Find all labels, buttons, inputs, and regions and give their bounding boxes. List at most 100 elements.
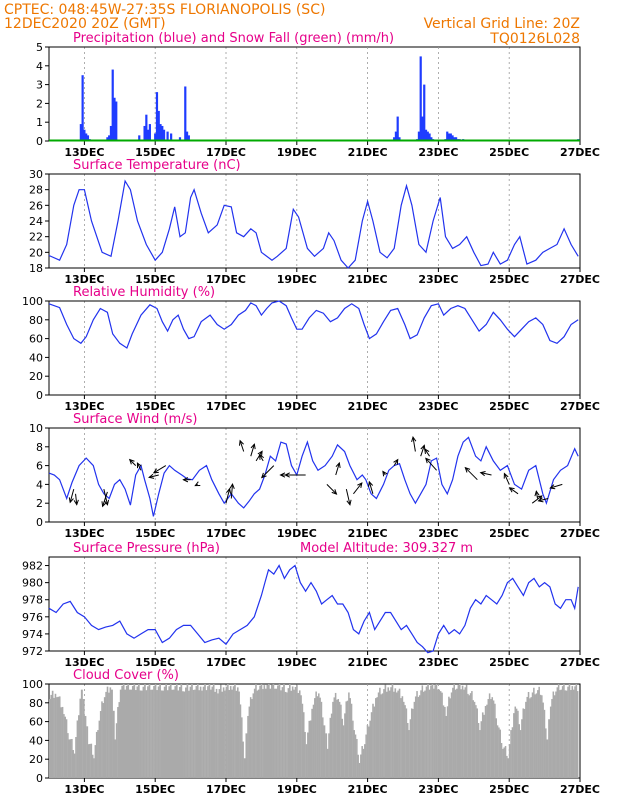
cloud-bar xyxy=(344,713,346,778)
cloud-bar xyxy=(290,690,293,778)
pressure-xtick-label: 23DEC xyxy=(418,656,458,669)
cloud-bar xyxy=(145,690,148,778)
cloud-bar xyxy=(212,684,215,778)
cloud-bar xyxy=(80,689,83,778)
wind-vector-head xyxy=(128,458,135,465)
wind-panel: 0 2 4 6 8 10 13DEC 15DEC 17DEC 19DEC 21DEC 23DEC 25D… xyxy=(29,412,600,540)
cloud-bar xyxy=(360,754,362,778)
precip-xtick-label: 25DEC xyxy=(489,146,529,159)
cloud-bar xyxy=(438,689,441,778)
cloud-bar xyxy=(291,686,294,778)
cloud-panel: 0 20 40 60 80 100 13DEC 15DEC 17DEC 19DEC 21DEC 23D… xyxy=(22,668,600,796)
cloud-bar xyxy=(434,685,436,778)
cloud-bar xyxy=(127,684,130,778)
cloud-bar xyxy=(169,684,172,778)
wind-vector xyxy=(412,437,416,452)
precip-ytick-label: 1 xyxy=(36,116,43,129)
cloud-bar xyxy=(348,692,350,778)
cloud-bar xyxy=(570,690,572,778)
temperature-xtick-label: 13DEC xyxy=(64,273,104,286)
cloud-bar xyxy=(87,744,90,778)
precip-bar xyxy=(86,135,90,141)
cloud-bar xyxy=(383,689,385,778)
cloud-bar xyxy=(561,686,564,778)
wind-vector xyxy=(335,462,340,476)
cloud-bar xyxy=(163,686,166,778)
cloud-bar xyxy=(124,689,127,778)
pressure-frame xyxy=(48,556,581,652)
cloud-bar xyxy=(346,700,349,778)
wind-vector xyxy=(129,459,137,466)
cloud-bar xyxy=(252,693,255,778)
pressure-ytick-label: 978 xyxy=(22,594,43,607)
cloud-bar xyxy=(148,684,151,778)
cloud-bar xyxy=(242,741,244,778)
cloud-bar xyxy=(563,684,565,778)
cloud-bar xyxy=(243,758,246,778)
temperature-ytick-label: 22 xyxy=(29,231,43,244)
wind-vector-head xyxy=(73,499,79,506)
cloud-bar xyxy=(414,696,417,778)
cloud-bar xyxy=(522,708,525,778)
cloud-bar xyxy=(154,684,157,778)
cloud-bar xyxy=(388,690,391,778)
cloud-bar xyxy=(467,693,469,778)
temperature-xtick-label: 25DEC xyxy=(489,273,529,286)
cloud-bar xyxy=(241,717,243,778)
wind-vector-head xyxy=(346,499,352,506)
cloud-ytick-label: 20 xyxy=(29,753,43,766)
cloud-bar xyxy=(162,690,164,778)
cloud-bar xyxy=(131,686,134,778)
cloud-bar xyxy=(484,705,487,778)
cloud-bar xyxy=(227,684,229,778)
cloud-bar xyxy=(95,731,98,778)
precip-bar xyxy=(421,116,424,141)
cloud-bar xyxy=(401,696,404,778)
cloud-bar xyxy=(318,693,320,778)
cloud-bar xyxy=(533,687,535,778)
temperature-ytick-label: 30 xyxy=(29,168,43,181)
cloud-bar xyxy=(72,750,74,778)
precip-bar xyxy=(157,110,160,141)
cloud-bar xyxy=(84,715,87,778)
cloud-bar xyxy=(128,689,131,778)
cloud-bar xyxy=(352,720,354,778)
cloud-bar xyxy=(112,710,115,778)
cloud-bar xyxy=(115,723,118,778)
cloud-bar xyxy=(328,733,330,778)
cloud-bar xyxy=(195,686,198,778)
cloud-bar xyxy=(395,692,398,778)
cloud-bar xyxy=(201,690,203,778)
precip-bar xyxy=(419,56,422,141)
precip-bar xyxy=(155,92,159,141)
cloud-bar xyxy=(94,745,97,778)
cloud-bar xyxy=(502,748,504,778)
cloud-bar xyxy=(54,693,57,778)
cloud-bar xyxy=(281,687,284,778)
wind-vector-head xyxy=(103,499,110,506)
wind-vector xyxy=(464,467,478,481)
cloud-bar xyxy=(297,693,300,778)
cloud-bar xyxy=(341,718,344,778)
precip-title: Precipitation (blue) and Snow Fall (gree… xyxy=(73,31,394,46)
cloud-bar xyxy=(228,690,231,778)
cloud-bar xyxy=(523,708,526,778)
wind-vector-head xyxy=(279,472,286,478)
cloud-bar xyxy=(393,691,395,778)
cloud-bar xyxy=(172,689,175,778)
precip-bar xyxy=(138,135,141,141)
cloud-bar xyxy=(251,699,253,778)
cloud-bar xyxy=(133,684,136,778)
precip-ytick-label: 0 xyxy=(36,135,43,148)
cloud-xtick-label: 25DEC xyxy=(489,783,529,796)
cloud-bar xyxy=(448,696,450,778)
cloud-bar xyxy=(247,715,249,778)
humidity-ytick-label: 40 xyxy=(29,351,43,364)
cloud-bar xyxy=(463,689,465,778)
cloud-bar xyxy=(208,684,211,778)
wind-vector-head xyxy=(464,466,471,473)
cloud-bar xyxy=(534,694,536,778)
precip-xtick-label: 17DEC xyxy=(206,146,246,159)
cloud-bar xyxy=(144,684,146,778)
cloud-bar xyxy=(437,689,439,778)
